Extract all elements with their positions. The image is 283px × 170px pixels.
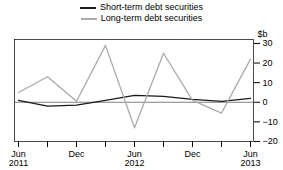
svg-text:30: 30 <box>263 38 273 48</box>
html-text:Short-term debt securities: Short-term debt securities <box>100 2 203 12</box>
svg-text:Dec: Dec <box>68 149 85 159</box>
html-text:Long-term debt securities: Long-term debt securities <box>100 13 203 23</box>
svg-text:20: 20 <box>263 58 273 68</box>
svg-text:−20: −20 <box>263 136 278 146</box>
svg-text:0: 0 <box>263 97 268 107</box>
svg-text:Dec: Dec <box>184 149 201 159</box>
svg-text:−10: −10 <box>263 117 278 127</box>
svg-text:Jun2012: Jun2012 <box>124 149 144 167</box>
svg-text:10: 10 <box>263 78 273 88</box>
svg-text:Jun2013: Jun2013 <box>240 149 260 167</box>
svg-text:$b: $b <box>258 29 268 39</box>
svg-text:Jun2011: Jun2011 <box>9 149 28 167</box>
